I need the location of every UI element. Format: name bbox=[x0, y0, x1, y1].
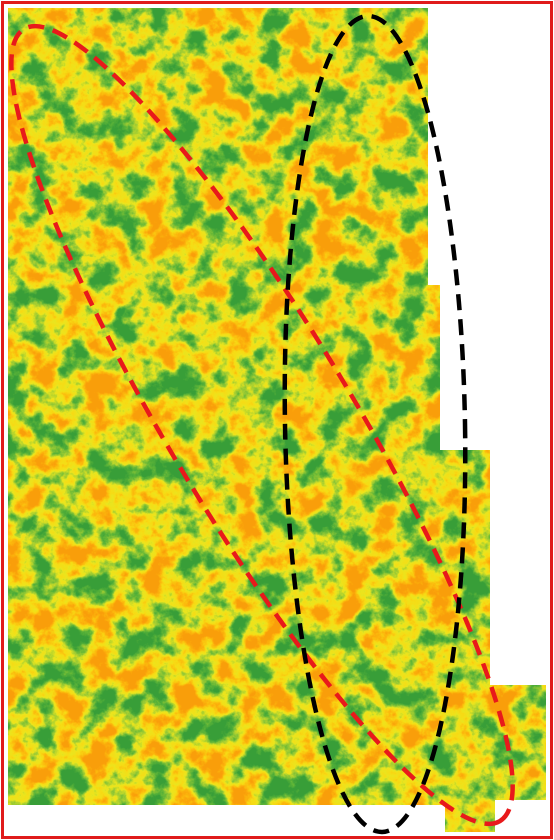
black-dashed-ellipse bbox=[282, 13, 468, 835]
